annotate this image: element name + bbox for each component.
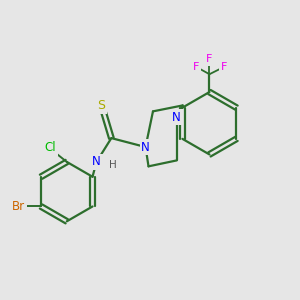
Text: Br: Br <box>12 200 25 213</box>
Text: H: H <box>109 160 117 170</box>
Text: F: F <box>221 62 227 72</box>
Text: F: F <box>193 62 199 72</box>
Text: S: S <box>97 99 105 112</box>
Text: N: N <box>172 111 181 124</box>
Text: N: N <box>141 140 150 154</box>
Text: Cl: Cl <box>45 141 56 154</box>
Text: N: N <box>92 155 101 168</box>
Text: F: F <box>206 54 213 64</box>
